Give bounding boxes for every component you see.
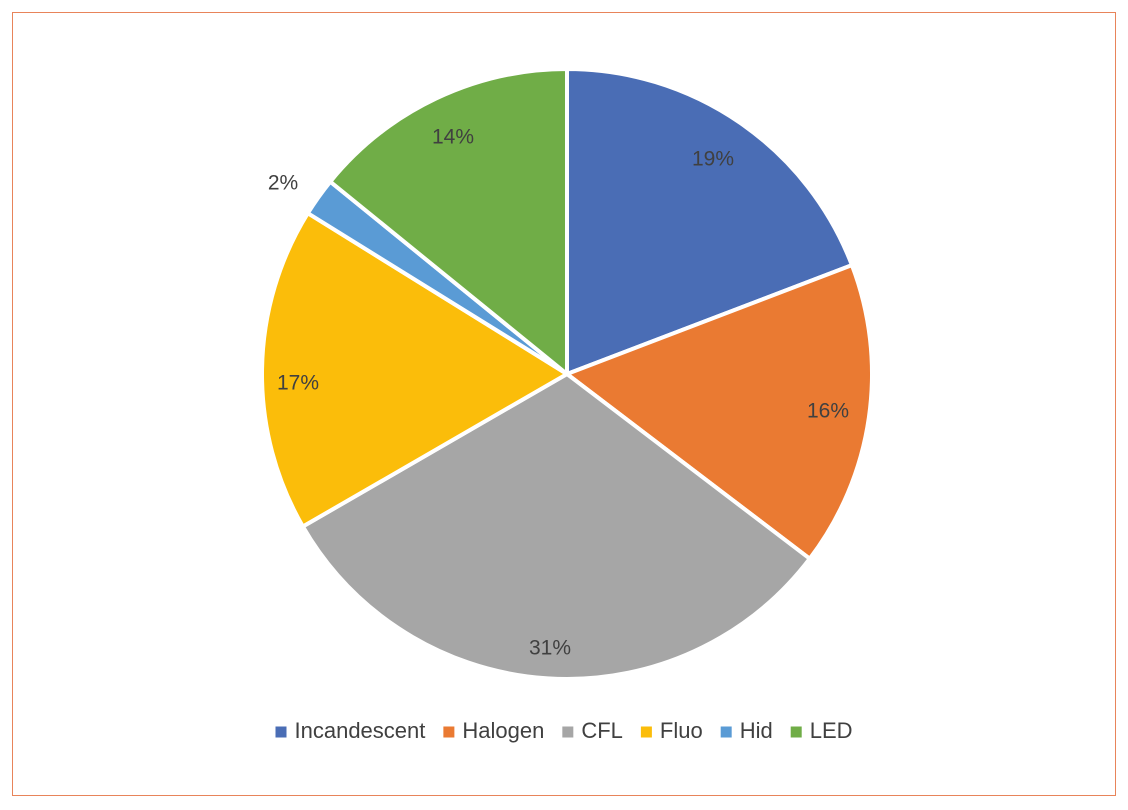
data-label-led: 14%	[432, 126, 474, 149]
pie-slices	[260, 67, 875, 681]
legend-swatch-hid	[720, 726, 732, 738]
data-label-fluo: 17%	[277, 372, 319, 395]
legend-swatch-fluo	[640, 726, 652, 738]
legend-swatch-incandescent	[275, 726, 287, 738]
legend-label-led: LED	[810, 718, 853, 743]
data-label-hid: 2%	[268, 172, 298, 195]
data-label-halogen: 16%	[807, 400, 849, 423]
pie-data-labels: 19% 16% 31% 17% 2% 14%	[268, 126, 849, 660]
legend-item-halogen: Halogen	[443, 718, 544, 743]
legend-label-incandescent: Incandescent	[295, 718, 426, 743]
pie-slice-fluo	[260, 211, 569, 529]
legend-label-hid: Hid	[740, 718, 773, 743]
legend-item-hid: Hid	[720, 718, 773, 743]
legend-item-led: LED	[790, 718, 853, 743]
legend-swatch-cfl	[562, 726, 574, 738]
legend-label-halogen: Halogen	[462, 718, 544, 743]
data-label-incandescent: 19%	[692, 148, 734, 171]
legend-item-incandescent: Incandescent	[275, 718, 426, 743]
legend-label-cfl: CFL	[581, 718, 623, 743]
legend-label-fluo: Fluo	[660, 718, 703, 743]
pie-slice-incandescent	[565, 67, 854, 376]
pie-slice-led	[328, 67, 569, 376]
pie-slice-halogen	[565, 263, 875, 561]
legend-swatch-led	[790, 726, 802, 738]
chart-legend: Incandescent Halogen CFL Fluo Hid LED	[275, 718, 853, 743]
legend-item-fluo: Fluo	[640, 718, 703, 743]
pie-slice-cfl	[300, 372, 812, 681]
legend-swatch-halogen	[443, 726, 455, 738]
data-label-cfl: 31%	[529, 637, 571, 660]
legend-item-cfl: CFL	[562, 718, 623, 743]
